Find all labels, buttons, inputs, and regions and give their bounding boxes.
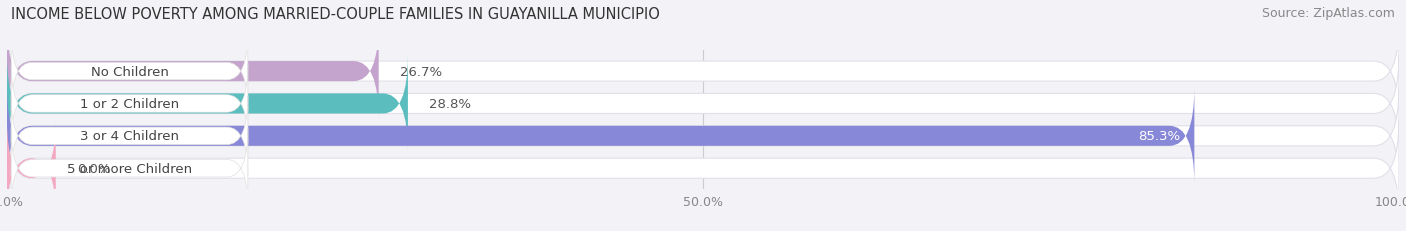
Text: Source: ZipAtlas.com: Source: ZipAtlas.com [1261, 7, 1395, 20]
Text: 85.3%: 85.3% [1139, 130, 1181, 143]
FancyBboxPatch shape [7, 120, 1399, 216]
FancyBboxPatch shape [7, 56, 1399, 152]
Text: No Children: No Children [90, 65, 169, 78]
FancyBboxPatch shape [11, 64, 247, 144]
FancyBboxPatch shape [7, 56, 408, 152]
FancyBboxPatch shape [7, 120, 56, 216]
FancyBboxPatch shape [7, 88, 1194, 184]
Text: 5 or more Children: 5 or more Children [67, 162, 193, 175]
FancyBboxPatch shape [7, 24, 1399, 120]
Text: 26.7%: 26.7% [399, 65, 441, 78]
FancyBboxPatch shape [11, 32, 247, 111]
Text: 3 or 4 Children: 3 or 4 Children [80, 130, 179, 143]
Text: 0.0%: 0.0% [77, 162, 110, 175]
Text: INCOME BELOW POVERTY AMONG MARRIED-COUPLE FAMILIES IN GUAYANILLA MUNICIPIO: INCOME BELOW POVERTY AMONG MARRIED-COUPL… [11, 7, 661, 22]
FancyBboxPatch shape [7, 88, 1399, 184]
FancyBboxPatch shape [7, 24, 378, 120]
FancyBboxPatch shape [11, 97, 247, 176]
FancyBboxPatch shape [11, 129, 247, 208]
Text: 1 or 2 Children: 1 or 2 Children [80, 97, 179, 110]
Text: 28.8%: 28.8% [429, 97, 471, 110]
